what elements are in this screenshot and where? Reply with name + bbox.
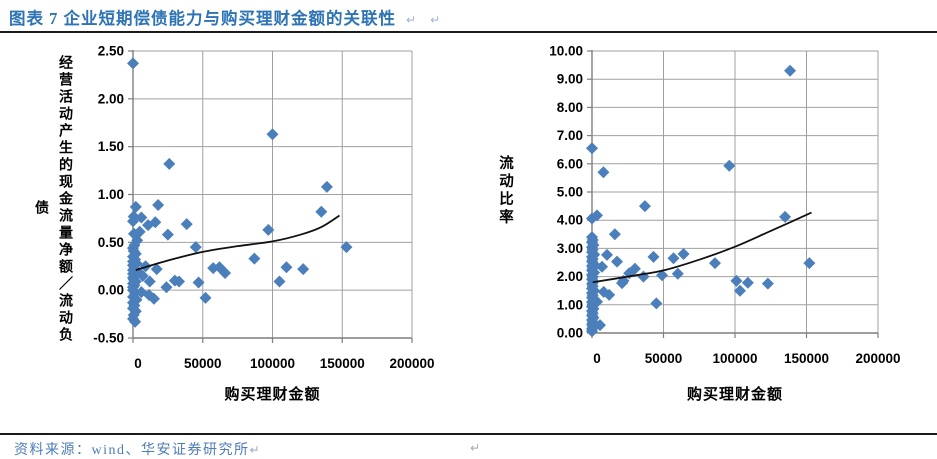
svg-text:5.00: 5.00 bbox=[557, 185, 583, 200]
svg-text:50000: 50000 bbox=[184, 356, 222, 371]
x-tick-labels: 0 50000 100000 150000 200000 bbox=[134, 356, 434, 371]
source-note: 资料来源：wind、华安证券研究所↵ bbox=[14, 439, 260, 459]
svg-text:10.00: 10.00 bbox=[549, 44, 583, 59]
right-y-axis-title: 流动比率 bbox=[497, 155, 513, 227]
svg-text:150000: 150000 bbox=[320, 356, 365, 371]
svg-text:100000: 100000 bbox=[712, 351, 757, 366]
svg-text:1.00: 1.00 bbox=[98, 187, 124, 202]
svg-text:2.00: 2.00 bbox=[98, 91, 124, 106]
paragraph-mark-icon: ↵ bbox=[249, 443, 260, 457]
data-points bbox=[586, 64, 816, 338]
svg-text:0.00: 0.00 bbox=[557, 326, 583, 341]
svg-text:4.00: 4.00 bbox=[557, 213, 583, 228]
trend-line bbox=[135, 214, 340, 271]
source-divider-rule bbox=[0, 433, 937, 435]
svg-text:6.00: 6.00 bbox=[557, 156, 583, 171]
svg-text:3.00: 3.00 bbox=[557, 241, 583, 256]
figure-title: 图表 7 企业短期偿债能力与购买理财金额的关联性 ↵ ↵ bbox=[9, 5, 440, 29]
gridlines bbox=[133, 50, 413, 338]
svg-text:50000: 50000 bbox=[645, 351, 683, 366]
paragraph-mark-icon: ↵ bbox=[430, 13, 441, 27]
svg-text:7.00: 7.00 bbox=[557, 128, 583, 143]
data-points bbox=[127, 57, 353, 328]
paragraph-mark-icon: ↵ bbox=[406, 13, 417, 27]
source-text: 资料来源：wind、华安证券研究所 bbox=[14, 443, 250, 458]
svg-text:8.00: 8.00 bbox=[557, 100, 583, 115]
left-x-axis-title: 购买理财金额 bbox=[224, 386, 321, 403]
right-x-axis-title: 购买理财金额 bbox=[686, 386, 783, 403]
svg-text:2.50: 2.50 bbox=[98, 44, 124, 59]
chart-right: 10.00 9.00 8.00 7.00 6.00 5.00 4.00 3.00 2.00 1.0… bbox=[549, 44, 900, 367]
svg-text:0.00: 0.00 bbox=[98, 283, 124, 298]
chart-left: 2.50 2.00 1.50 1.00 0.50 0.00 -0.50 0 50000 10000… bbox=[93, 44, 434, 372]
svg-text:200000: 200000 bbox=[855, 351, 900, 366]
y-tick-labels: 10.00 9.00 8.00 7.00 6.00 5.00 4.00 3.00 2.00 1.0… bbox=[549, 44, 583, 341]
gridlines bbox=[592, 50, 879, 333]
cell-paragraph-mark-icon: ↵ bbox=[470, 441, 481, 455]
left-y-axis-title-column2: 债 bbox=[34, 200, 50, 214]
svg-text:200000: 200000 bbox=[389, 356, 434, 371]
svg-text:0: 0 bbox=[593, 351, 601, 366]
x-tick-labels: 0 50000 100000 150000 200000 bbox=[593, 351, 900, 366]
svg-text:1.00: 1.00 bbox=[557, 297, 583, 312]
svg-text:-0.50: -0.50 bbox=[93, 331, 124, 346]
y-tick-labels: 2.50 2.00 1.50 1.00 0.50 0.00 -0.50 bbox=[93, 44, 124, 346]
svg-text:0: 0 bbox=[134, 356, 142, 371]
svg-text:150000: 150000 bbox=[784, 351, 829, 366]
svg-text:100000: 100000 bbox=[250, 356, 295, 371]
svg-text:0.50: 0.50 bbox=[98, 235, 124, 250]
left-y-axis-title-column1: 经营活动产生的现金流量净额／流动负 bbox=[58, 55, 74, 344]
tick-marks bbox=[587, 50, 879, 338]
svg-text:2.00: 2.00 bbox=[557, 269, 583, 284]
figure-title-text: 图表 7 企业短期偿债能力与购买理财金额的关联性 bbox=[9, 9, 396, 28]
tick-marks bbox=[128, 50, 413, 343]
trend-line bbox=[592, 211, 812, 284]
title-divider-rule bbox=[0, 31, 937, 33]
svg-text:9.00: 9.00 bbox=[557, 72, 583, 87]
svg-text:1.50: 1.50 bbox=[98, 139, 124, 154]
